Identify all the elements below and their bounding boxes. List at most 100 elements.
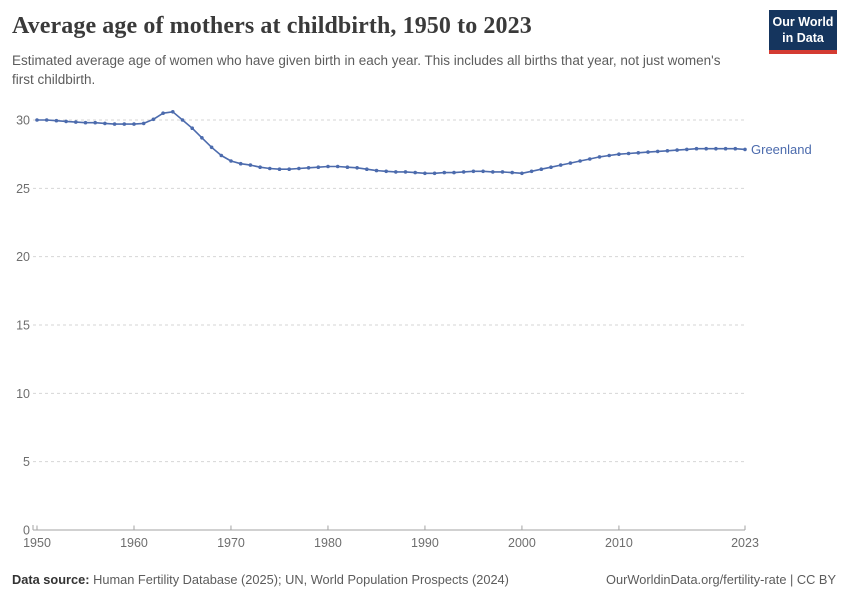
data-point — [665, 149, 670, 153]
data-point — [171, 110, 175, 114]
data-point — [655, 149, 660, 154]
x-axis-tick-label: 1970 — [217, 536, 245, 550]
data-point — [733, 146, 738, 151]
data-point — [694, 146, 699, 151]
data-point — [355, 166, 359, 170]
data-point — [103, 121, 107, 126]
y-axis-tick-label: 0 — [23, 524, 30, 538]
data-point — [432, 171, 437, 176]
data-point — [588, 157, 592, 161]
owid-url-license[interactable]: OurWorldinData.org/fertility-rate | CC B… — [606, 572, 836, 587]
data-point — [306, 166, 311, 170]
data-point — [93, 120, 97, 125]
y-axis-tick-label: 20 — [16, 250, 30, 264]
data-point — [539, 167, 544, 171]
data-point — [132, 122, 136, 126]
data-point — [180, 118, 185, 122]
data-point — [704, 146, 708, 151]
x-axis-tick-label: 1990 — [411, 536, 439, 550]
data-point — [636, 151, 641, 155]
owid-logo-line1: Our World — [772, 15, 834, 29]
chart-subtitle: Estimated average age of women who have … — [12, 53, 721, 87]
data-point — [403, 170, 408, 174]
y-axis-tick-label: 15 — [16, 319, 30, 333]
data-source-text: Human Fertility Database (2025); UN, Wor… — [89, 572, 509, 587]
data-point — [200, 136, 204, 140]
data-point — [190, 126, 194, 130]
data-point — [461, 170, 466, 174]
owid-logo-line2: in Data — [782, 30, 824, 45]
data-point — [151, 117, 156, 122]
data-point — [423, 171, 427, 176]
data-point — [35, 118, 39, 122]
page-title: Average age of mothers at childbirth, 19… — [12, 13, 532, 39]
data-point — [723, 146, 728, 151]
data-point — [268, 166, 272, 171]
data-point — [112, 122, 117, 126]
data-point — [597, 155, 602, 159]
data-point — [520, 171, 524, 176]
data-point — [326, 164, 330, 169]
data-point — [413, 170, 418, 175]
y-axis-tick-label: 30 — [16, 114, 30, 128]
data-point — [578, 159, 582, 163]
data-point — [452, 170, 456, 175]
data-point — [529, 169, 534, 174]
x-axis-tick-label: 2010 — [605, 536, 633, 550]
y-axis-tick-label: 10 — [16, 387, 30, 401]
y-axis-tick-label: 25 — [16, 182, 30, 196]
data-point — [229, 159, 233, 163]
data-point — [549, 165, 553, 169]
data-source-label: Data source: — [12, 572, 90, 587]
data-point — [675, 148, 679, 152]
data-point — [238, 161, 243, 166]
data-point — [64, 119, 68, 124]
data-point — [219, 153, 224, 158]
data-point — [209, 145, 214, 150]
data-point — [365, 167, 369, 171]
data-point — [471, 169, 476, 174]
data-point — [83, 120, 88, 125]
data-point — [335, 164, 340, 169]
owid-logo[interactable]: Our World in Data — [769, 10, 837, 54]
data-point — [714, 146, 718, 151]
data-point — [374, 168, 379, 173]
data-point — [491, 170, 495, 174]
data-point — [287, 167, 292, 171]
data-point — [607, 153, 611, 158]
data-point — [394, 170, 398, 174]
data-point — [277, 167, 282, 171]
data-point — [74, 120, 78, 124]
data-point — [248, 163, 253, 167]
x-axis-tick-label: 2000 — [508, 536, 536, 550]
data-point — [617, 152, 621, 156]
data-point — [316, 165, 321, 169]
data-point — [161, 111, 165, 115]
x-axis-tick-label: 1980 — [314, 536, 342, 550]
data-point — [122, 122, 127, 126]
data-point — [743, 147, 747, 152]
x-axis-tick-label: 1950 — [23, 536, 51, 550]
series-line — [36, 111, 746, 175]
data-point — [568, 161, 573, 165]
data-point — [54, 118, 59, 123]
data-point — [345, 165, 350, 169]
data-point — [44, 118, 49, 122]
data-point — [297, 166, 301, 171]
data-point — [141, 121, 146, 126]
data-point — [626, 151, 631, 156]
x-axis-tick-label: 2023 — [731, 536, 759, 550]
data-point — [258, 165, 262, 169]
data-point — [646, 150, 650, 154]
data-point — [481, 169, 485, 174]
data-source-note: Data source: Human Fertility Database (2… — [12, 572, 509, 587]
entity-label[interactable]: Greenland — [751, 142, 812, 157]
x-axis-tick-label: 1960 — [120, 536, 148, 550]
data-point — [442, 170, 447, 175]
data-point — [510, 170, 514, 175]
data-point — [558, 163, 563, 167]
data-point — [384, 169, 389, 174]
data-point — [685, 147, 689, 152]
